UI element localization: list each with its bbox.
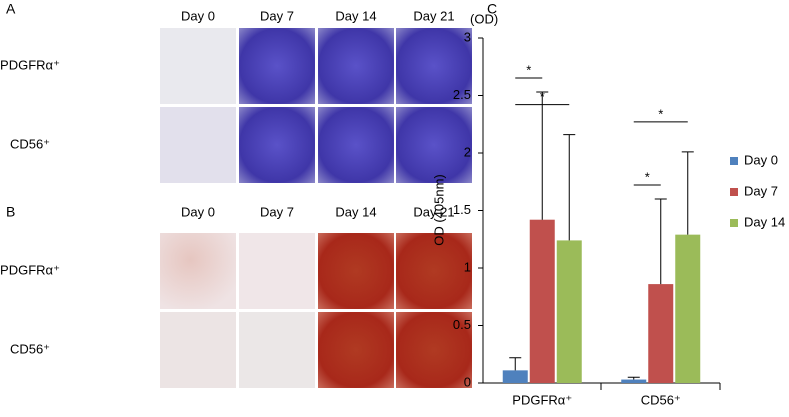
photo	[239, 312, 315, 388]
bar	[675, 234, 701, 383]
photo	[239, 233, 315, 309]
column-label: Day 0	[181, 8, 215, 23]
unit-label: (OD)	[470, 11, 498, 26]
error-bar	[654, 198, 667, 285]
bar	[529, 219, 555, 383]
photo-grids	[160, 28, 472, 388]
y-tick-label: 0.5	[453, 317, 471, 332]
column-label: Day 0	[181, 204, 215, 219]
legend-swatch	[730, 188, 738, 196]
row-label: CD56⁺	[10, 136, 50, 151]
photo	[396, 233, 472, 309]
error-bar	[509, 357, 522, 371]
legend-label: Day 14	[744, 214, 785, 229]
photo	[239, 28, 315, 104]
panel-label: A	[6, 1, 16, 17]
column-label: Day 14	[335, 204, 376, 219]
panel-label: C	[487, 1, 497, 17]
row-label: CD56⁺	[10, 341, 50, 356]
column-label: Day 21	[413, 8, 454, 23]
column-label: Day 7	[260, 204, 294, 219]
x-tick-label: CD56⁺	[641, 392, 681, 407]
bar	[556, 240, 582, 383]
legend-swatch	[730, 219, 738, 227]
photo	[160, 107, 236, 183]
panel-label: B	[6, 204, 15, 220]
photo	[318, 233, 394, 309]
photo	[160, 28, 236, 104]
photo	[396, 107, 472, 183]
photo	[318, 312, 394, 388]
y-tick-label: 2.5	[453, 87, 471, 102]
bar	[621, 379, 647, 383]
photo	[239, 107, 315, 183]
y-tick-label: 2	[464, 144, 471, 159]
legend-label: Day 7	[744, 183, 778, 198]
photo	[160, 233, 236, 309]
y-tick-label: 1	[464, 259, 471, 274]
photo	[160, 312, 236, 388]
photo	[396, 28, 472, 104]
column-label: Day 14	[335, 8, 376, 23]
x-tick-label: PDGFRα⁺	[512, 392, 572, 407]
error-bar	[563, 134, 576, 241]
bar	[648, 284, 674, 383]
row-label: PDGFRα⁺	[0, 262, 60, 277]
significance-marker: *	[645, 169, 650, 184]
legend-label: Day 0	[744, 152, 778, 167]
error-bar	[627, 376, 640, 380]
photo	[318, 28, 394, 104]
column-label: Day 7	[260, 8, 294, 23]
error-bar	[681, 151, 694, 235]
row-label: PDGFRα⁺	[0, 57, 60, 72]
legend-swatch	[730, 157, 738, 165]
significance-marker: *	[540, 89, 545, 104]
column-label: Day 21	[413, 204, 454, 219]
photo	[396, 312, 472, 388]
photo	[318, 107, 394, 183]
significance-marker: *	[526, 62, 531, 77]
y-tick-label: 1.5	[453, 202, 471, 217]
y-tick-label: 0	[464, 374, 471, 389]
y-tick-label: 3	[464, 29, 471, 44]
bar	[502, 370, 528, 383]
significance-marker: *	[658, 106, 663, 121]
error-bar	[536, 91, 549, 220]
y-axis-label: OD (405nm)	[431, 174, 446, 246]
